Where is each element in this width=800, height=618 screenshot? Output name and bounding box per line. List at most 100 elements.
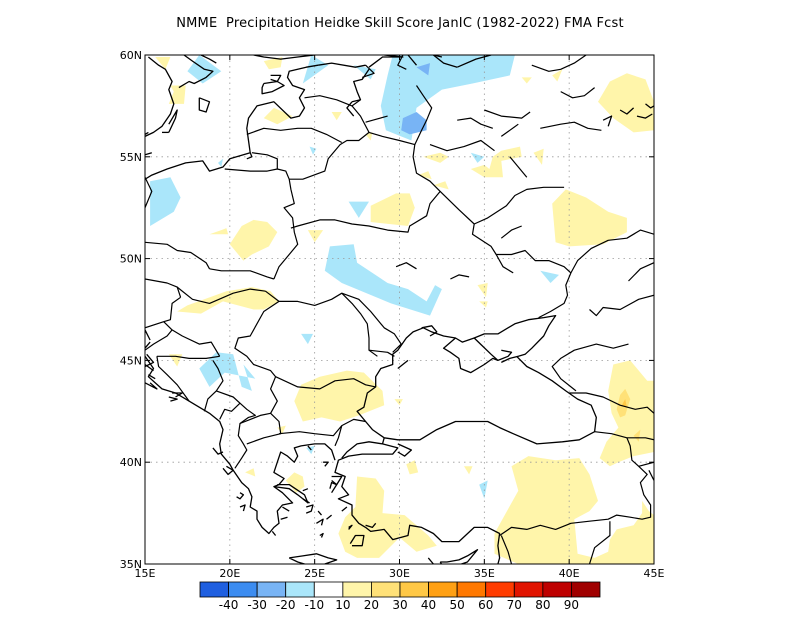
coastline-28	[334, 443, 501, 564]
skill-region-y1-18	[168, 85, 186, 104]
skill-region-y1-43	[245, 468, 256, 477]
coastline-21	[636, 113, 653, 119]
colorbar-label-0: -40	[219, 598, 239, 612]
lat-label-45: 45N	[120, 354, 142, 367]
coastline-3	[253, 55, 315, 60]
border-9	[156, 356, 190, 402]
coastline-29	[145, 355, 336, 535]
skill-region-y1-27	[552, 189, 627, 247]
border-37	[648, 470, 654, 481]
border-52	[500, 225, 522, 239]
skill-region-y1-41	[394, 399, 403, 406]
border-16	[234, 300, 280, 414]
lat-label-35: 35N	[120, 558, 142, 571]
skill-region-y1-33	[418, 171, 432, 180]
skill-region-lb1-4	[470, 152, 485, 163]
colorbar-label-6: 30	[392, 598, 407, 612]
skill-region-y1-19	[263, 57, 283, 70]
border-29	[414, 85, 433, 145]
coastline-11	[168, 109, 178, 133]
coastline-40	[348, 524, 353, 530]
coastline-62	[317, 510, 322, 516]
border-36	[638, 461, 654, 467]
coastline-34	[319, 532, 324, 538]
coastline-39	[349, 534, 365, 547]
colorbar-swatch-9	[456, 581, 487, 598]
border-38	[551, 343, 629, 392]
lon-label-45: 45E	[644, 567, 665, 580]
coastline-17	[407, 55, 417, 66]
skill-region-y2-51	[633, 429, 641, 442]
skill-region-lb1-13	[306, 445, 315, 455]
skill-region-y1-26	[470, 146, 522, 178]
colorbar-swatch-1	[228, 581, 258, 598]
colorbar-swatch-6	[371, 581, 401, 598]
border-7	[145, 329, 173, 351]
border-55	[395, 262, 417, 270]
border-27	[439, 190, 572, 319]
border-33	[500, 535, 513, 564]
map-title: NMME Precipitation Heidke Skill Score Ja…	[176, 16, 624, 31]
skill-region-lb1-1	[302, 55, 329, 84]
coastline-18	[432, 55, 458, 68]
border-42	[540, 121, 602, 131]
coastline-37	[323, 461, 329, 467]
border-2	[145, 278, 182, 298]
lon-label-25: 25E	[304, 567, 325, 580]
skill-region-lb1-11	[301, 333, 313, 345]
border-14	[278, 425, 343, 447]
skill-region-y1-28	[209, 228, 229, 235]
coastline-23	[602, 115, 613, 127]
colorbar-label-5: 20	[364, 598, 379, 612]
colorbar-swatch-3	[285, 581, 315, 598]
skill-region-y1-29	[229, 219, 278, 261]
coastline-33	[316, 518, 324, 526]
coastline-66	[397, 359, 409, 370]
coastline-65	[397, 443, 413, 457]
border-51	[628, 262, 654, 282]
border-18	[265, 290, 402, 353]
border-34	[594, 431, 654, 441]
coastline-30	[273, 485, 304, 500]
border-43	[484, 109, 531, 119]
colorbar-label-1: -30	[247, 598, 267, 612]
border-1	[145, 241, 211, 270]
border-46	[509, 156, 528, 178]
colorbar-label-10: 70	[507, 598, 522, 612]
coastline-15	[246, 152, 253, 160]
lat-label-55: 55N	[120, 151, 142, 164]
border-0	[145, 176, 153, 210]
coastline-56	[302, 498, 310, 504]
coastline-59	[271, 530, 277, 536]
coastline-27	[341, 437, 385, 459]
colorbar-swatch-5	[342, 581, 372, 598]
border-23	[251, 152, 278, 169]
coastline-25	[442, 337, 513, 374]
skill-region-lb1-14	[479, 480, 488, 499]
border-54	[450, 274, 470, 280]
coastline-51	[145, 341, 151, 349]
coastline-64	[307, 445, 312, 451]
colorbar-label-7: 40	[421, 598, 436, 612]
coastline-58	[280, 516, 288, 520]
skill-region-y1-34	[533, 148, 544, 165]
skill-region-lb1-8	[348, 201, 369, 218]
colorbar-swatch-4	[313, 581, 344, 598]
skill-region-o1-52	[621, 399, 627, 408]
skill-region-y1-17	[155, 57, 171, 70]
coastline-45	[172, 392, 183, 398]
coastline-38	[288, 553, 338, 564]
lon-label-15: 15E	[135, 567, 156, 580]
colorbar-swatch-10	[485, 581, 515, 598]
coastline-53	[439, 549, 479, 564]
border-39	[589, 294, 654, 317]
coastline-5	[318, 62, 366, 68]
border-11	[216, 390, 241, 420]
border-21	[224, 168, 299, 280]
border-44	[429, 139, 495, 152]
colorbar-swatch-0	[199, 581, 229, 598]
coastline-57	[282, 506, 290, 512]
skill-region-lb2-16	[416, 63, 430, 76]
coastline-63	[302, 488, 309, 492]
